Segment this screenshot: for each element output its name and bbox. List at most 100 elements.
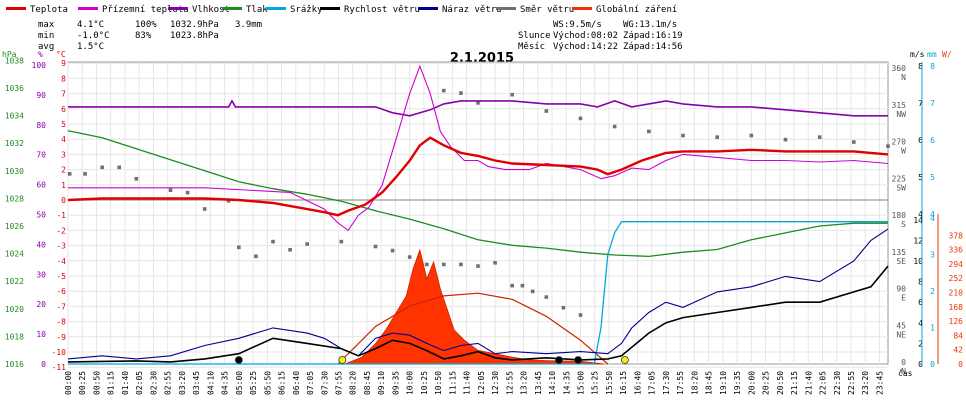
stat-min-label: min — [38, 31, 54, 41]
series-prizemni — [68, 64, 889, 232]
temp-tick: 7 — [61, 90, 66, 99]
point-smer — [168, 188, 173, 192]
legend-swatch-vlhkost — [168, 7, 188, 10]
hpa-tick: 1016 — [5, 360, 24, 369]
point-smer — [510, 92, 514, 97]
pct-tick: 30 — [36, 270, 46, 279]
series-zareni — [344, 248, 605, 365]
temp-tick: -2 — [56, 226, 66, 235]
point-smer — [578, 116, 583, 121]
ms-tick: 0 — [918, 360, 923, 369]
legend-swatch-naraz — [418, 7, 438, 10]
point-smer — [117, 165, 122, 170]
hpa-tick: 1036 — [5, 84, 24, 93]
dir-tick-name: N — [901, 367, 906, 376]
mm-tick: 0 — [930, 360, 935, 369]
temp-tick: 9 — [61, 59, 66, 68]
moon-label: Měsíc — [518, 42, 545, 52]
x-tick-label: 07:30 — [320, 371, 329, 395]
temp-tick: -9 — [56, 333, 66, 342]
hpa-tick: 1032 — [5, 139, 24, 148]
ms-tick-upper: 7 — [918, 99, 923, 108]
sun-set: Západ:16:19 — [623, 31, 683, 41]
x-tick-label: 18:20 — [690, 371, 699, 395]
temp-tick: 4 — [61, 135, 66, 144]
wm-tick: 84 — [953, 331, 963, 340]
mm-tick: 1 — [930, 324, 935, 333]
hpa-tick: 1026 — [5, 222, 24, 231]
legend-swatch-rychlost — [320, 7, 340, 10]
point-smer — [852, 140, 856, 144]
x-tick-label: 22:05 — [819, 371, 828, 395]
wm-tick: 252 — [949, 274, 964, 283]
temp-tick: 0 — [61, 196, 66, 205]
x-tick-label: 13:45 — [534, 371, 543, 395]
pct-tick: 20 — [36, 300, 46, 309]
point-smer — [288, 247, 292, 252]
x-tick-label: 21:40 — [804, 371, 813, 395]
wm-tick: 378 — [949, 231, 964, 240]
x-tick-label: 00:25 — [78, 371, 87, 395]
wm-tick: 294 — [949, 260, 964, 269]
sun-moon-marker — [234, 356, 243, 364]
point-smer — [134, 176, 139, 181]
ms-tick: 2 — [918, 339, 923, 348]
point-smer — [390, 248, 395, 253]
unit-pct: % — [38, 50, 43, 59]
hpa-tick: 1030 — [5, 167, 24, 176]
hpa-tick: 1020 — [5, 305, 24, 314]
dir-tick-deg: 0 — [901, 358, 906, 367]
point-smer — [715, 135, 719, 139]
sun-moon-marker — [574, 356, 583, 364]
sun-moon-marker — [621, 356, 629, 364]
dir-tick-deg: 45 — [896, 321, 906, 330]
ms-tick: 14 — [913, 216, 923, 225]
mm-tick: 4 — [930, 214, 935, 223]
sun-moon-marker — [555, 356, 563, 364]
stat-avg-temp: 1.5°C — [77, 42, 104, 52]
point-smer — [817, 135, 822, 139]
x-tick-label: 05:50 — [263, 371, 272, 395]
mm-tick-upper: 8 — [930, 62, 935, 71]
x-tick-label: 05:00 — [235, 371, 244, 395]
dir-tick-name: NW — [896, 110, 906, 119]
dir-tick-name: SE — [896, 257, 906, 266]
unit-mm: mm — [927, 50, 937, 59]
ms-tick: 4 — [918, 319, 923, 328]
wind-speed-max: WS:9.5m/s — [553, 20, 602, 30]
x-tick-label: 03:20 — [178, 371, 187, 395]
wm-tick: 0 — [958, 360, 963, 369]
point-smer — [544, 109, 549, 113]
legend-swatch-zareni — [572, 7, 592, 10]
x-tick-label: 17:30 — [662, 371, 671, 395]
x-tick-label: 20:25 — [762, 371, 771, 395]
legend-swatch-srazky — [266, 7, 286, 10]
legend-label-smer: Směr větru — [520, 5, 574, 15]
hpa-tick: 1028 — [5, 194, 24, 203]
x-tick-label: 17:05 — [648, 371, 657, 395]
x-tick-label: 10:50 — [434, 371, 443, 395]
temp-tick: 5 — [61, 120, 66, 129]
x-tick-label: 21:15 — [790, 371, 799, 395]
wm-tick: 336 — [949, 246, 964, 255]
stat-min-press: 1023.8hPa — [170, 31, 219, 41]
point-smer — [476, 101, 480, 105]
legend: Teplota Přízemní teplota Vlhkost Tlak Srážky… — [6, 5, 677, 15]
x-tick-label: 16:40 — [633, 371, 642, 395]
x-tick-label: 05:25 — [249, 371, 258, 395]
point-smer — [561, 305, 566, 310]
x-tick-label: 06:15 — [278, 371, 287, 395]
point-smer — [424, 262, 429, 267]
mm-tick-upper: 7 — [930, 99, 935, 108]
legend-label-zareni: Globální záření — [596, 5, 677, 15]
point-smer — [185, 190, 190, 195]
hpa-tick: 1034 — [5, 112, 24, 121]
ms-tick: 12 — [913, 236, 923, 245]
temp-tick: 8 — [61, 74, 66, 83]
x-tick-label: 09:35 — [391, 371, 400, 395]
x-tick-label: 11:40 — [463, 371, 472, 395]
point-smer — [305, 242, 309, 246]
dir-tick-deg: 315 — [892, 101, 907, 110]
mm-tick-upper: 6 — [930, 136, 935, 145]
